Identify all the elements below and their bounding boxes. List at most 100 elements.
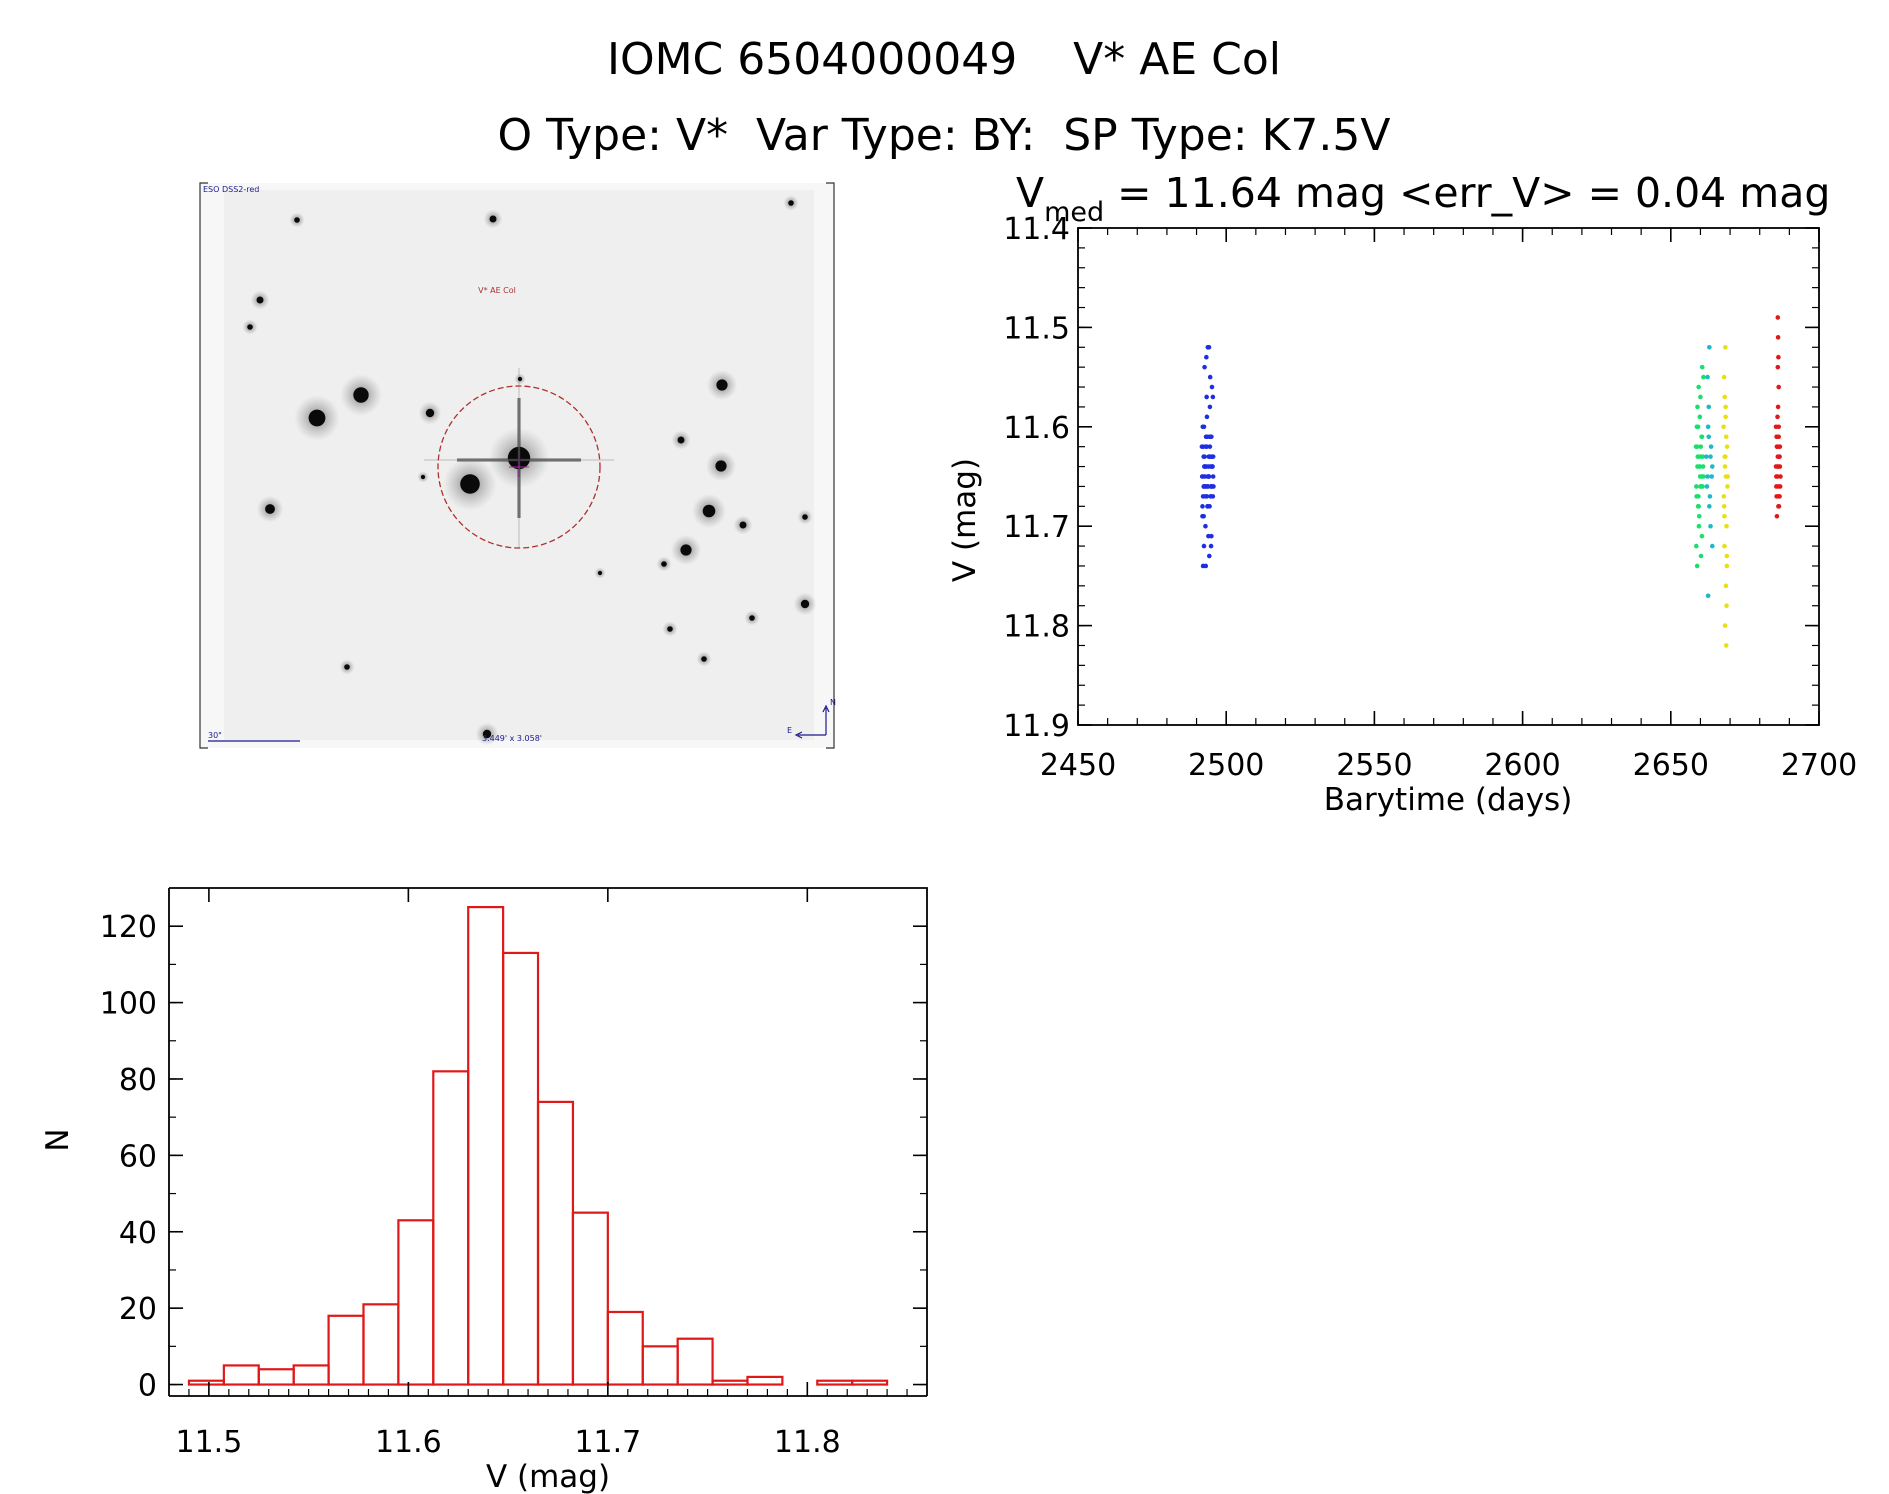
lc-point: [1699, 364, 1705, 370]
lc-xtick-label: 2600: [1484, 748, 1560, 783]
lc-point: [1696, 384, 1701, 390]
lc-point: [1206, 344, 1212, 350]
lc-point: [1207, 444, 1213, 449]
lc-ytick-label: 11.8: [1003, 610, 1070, 645]
histogram-bar: [641, 1345, 679, 1386]
lc-point: [1776, 504, 1782, 509]
lc-point: [1707, 494, 1713, 499]
lc-point: [1201, 513, 1206, 519]
lc-point: [1693, 484, 1699, 489]
lc-point: [1697, 464, 1703, 469]
star-23: [242, 319, 258, 335]
star-3: [340, 374, 382, 416]
lc-point: [1200, 494, 1206, 499]
light-curve-plot: Vmed = 11.64 mag <err_V> = 0.04 mag 2450…: [947, 169, 1857, 818]
lc-point: [1775, 404, 1781, 410]
light-curve-tick-labels: 2450 2500 2550 2600 2650 2700 11.4 11.5 11.6 11.7…: [1003, 212, 1857, 783]
lc-point: [1774, 494, 1779, 499]
lc-point: [1723, 583, 1729, 589]
histogram-bar: [257, 1368, 295, 1386]
lc-ytick-label: 11.7: [1003, 510, 1070, 545]
lc-point: [1200, 504, 1205, 509]
star-20: [744, 610, 760, 626]
histogram-bar: [327, 1314, 365, 1386]
lc-point: [1203, 434, 1209, 440]
star-14: [793, 592, 817, 616]
lc-point: [1698, 394, 1703, 400]
histogram-bar: [571, 1211, 609, 1386]
lc-point: [1202, 474, 1208, 479]
lc-point: [1200, 424, 1206, 430]
lc-point: [1723, 404, 1728, 410]
lc-point: [1696, 523, 1702, 529]
histogram-bar: [397, 1219, 435, 1386]
lc-point: [1721, 374, 1727, 380]
lc-point: [1209, 533, 1214, 539]
lc-point: [1774, 474, 1779, 479]
lc-point: [1201, 454, 1206, 459]
lc-ytick-label: 11.4: [1003, 212, 1070, 247]
star-10: [250, 290, 270, 310]
star-17: [656, 556, 672, 572]
lc-point: [1709, 464, 1715, 469]
lc-point: [1774, 434, 1780, 440]
histogram-bar: [502, 951, 540, 1386]
histogram-bar: [432, 1070, 470, 1386]
hist-ytick-label: 0: [138, 1369, 157, 1404]
histogram-bars: [187, 905, 889, 1386]
lc-point: [1723, 414, 1728, 420]
lc-point: [1207, 404, 1213, 410]
lc-point: [1708, 523, 1713, 529]
star-4: [706, 369, 738, 401]
lc-point: [1709, 474, 1715, 479]
histogram-axes-frame: [168, 887, 928, 1396]
lc-point: [1776, 454, 1782, 459]
target-crosshair: [509, 457, 529, 477]
lc-point: [1207, 553, 1212, 559]
lc-point: [1210, 474, 1216, 479]
compass-arrows: [794, 704, 830, 739]
lc-point: [1209, 384, 1215, 390]
light-curve-title: Vmed = 11.64 mag <err_V> = 0.04 mag: [1016, 169, 1830, 228]
lc-point: [1775, 364, 1781, 370]
lc-xtick-label: 2700: [1781, 748, 1857, 783]
lc-point: [1706, 404, 1712, 410]
histogram-bar: [851, 1379, 889, 1386]
lc-point: [1696, 494, 1701, 499]
lc-point: [1699, 474, 1705, 479]
light-curve-y-axis-label: V (mag): [947, 458, 983, 582]
lc-ytick-label: 11.9: [1003, 709, 1070, 744]
lc-point: [1204, 484, 1210, 489]
lc-point: [1202, 364, 1207, 370]
histogram-bar: [467, 905, 505, 1386]
lc-point: [1705, 374, 1710, 380]
lc-point: [1725, 474, 1731, 479]
lc-point: [1207, 434, 1212, 440]
lc-xtick-label: 2650: [1633, 748, 1709, 783]
finder-chart-frame: [199, 182, 835, 749]
light-curve-points: [1199, 315, 1783, 648]
lc-point: [1699, 434, 1704, 440]
compass-east-label: E: [787, 726, 792, 735]
field-of-view-label: 3.449' x 3.058': [482, 734, 542, 743]
lc-point: [1693, 543, 1699, 549]
target-label: V* AE Col: [478, 286, 516, 295]
lc-point: [1704, 454, 1709, 459]
lc-point: [1204, 394, 1209, 400]
lc-point: [1208, 494, 1214, 499]
lc-point: [1775, 464, 1781, 469]
star-25: [417, 471, 429, 483]
lc-point: [1724, 553, 1730, 559]
star-27: [514, 373, 526, 385]
light-curve-axes-frame: [1077, 227, 1820, 726]
hist-ytick-label: 60: [119, 1139, 157, 1174]
lc-point: [1724, 603, 1729, 609]
lc-point: [1775, 414, 1780, 420]
lc-point: [1694, 563, 1700, 569]
finder-chart-image: ESO DSS2-red V* AE Col 30" 3.449' x 3.05…: [199, 182, 836, 749]
hist-ytick-label: 100: [100, 987, 157, 1022]
lc-ytick-label: 11.5: [1003, 311, 1070, 346]
lc-point: [1776, 354, 1781, 360]
